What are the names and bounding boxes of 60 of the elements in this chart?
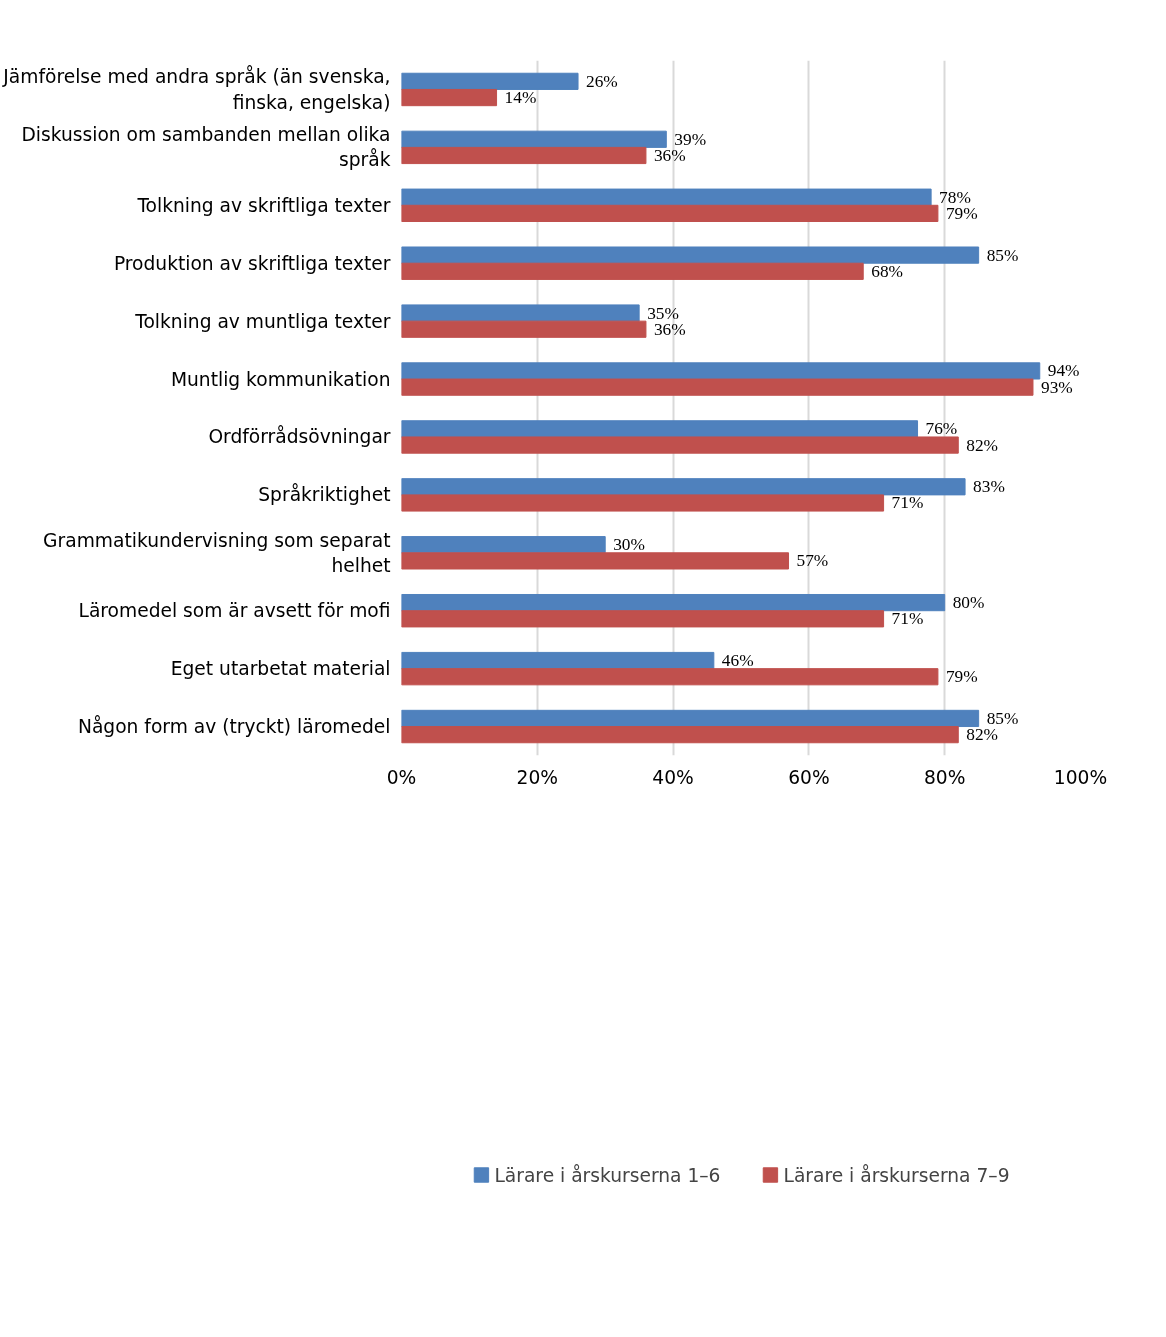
bar [401,246,980,264]
bar [401,494,885,512]
bar [401,726,959,744]
x-tick-label: 0% [386,766,417,788]
y-tick-label: Läromedel som är avsett för mofi [78,600,391,622]
data-label: 82% [966,435,999,455]
bar [401,610,885,628]
legend-label: Lärare i årskurserna 1–6 [494,1164,721,1186]
data-label: 46% [721,651,754,671]
y-tick-label: Jämförelse med andra språk (än svenska, finska, engelska) [2,65,391,113]
data-label: 76% [925,419,958,439]
bar [401,262,864,280]
bar [401,304,640,322]
bar [401,378,1034,396]
legend-label: Lärare i årskurserna 7–9 [783,1164,1010,1186]
y-tick-label: Eget utarbetat material [170,658,391,680]
bar [401,188,932,206]
bar [401,651,715,670]
bar [401,436,959,454]
bar [401,72,579,90]
x-tick-label: 20% [516,766,559,788]
bar [401,593,946,612]
data-label: 14% [504,88,537,108]
data-label: 80% [952,593,985,613]
data-label: 71% [891,609,924,629]
bar [401,88,498,107]
data-label: 85% [986,708,1019,728]
y-tick-label: Någon form av (tryckt) läromedel [77,715,391,738]
data-label: 83% [973,477,1005,497]
bar [401,668,939,686]
data-label: 30% [613,535,645,555]
y-tick-label: Diskussion om sambanden mellan olika språk [21,124,391,171]
bar [401,536,606,554]
bar [401,204,939,223]
bar [401,146,647,165]
y-tick-label: Produktion av skriftliga texter [113,252,391,274]
bar [401,130,667,148]
x-tick-label: 40% [652,766,694,788]
data-label: 26% [586,71,618,91]
y-tick-label: Tolkning av muntliga texter [134,310,391,332]
bar [401,552,790,570]
x-tick-label: 80% [923,766,966,788]
data-label: 71% [891,493,924,513]
x-tick-label: 60% [788,766,830,788]
data-label: 79% [945,667,978,687]
bar [401,709,980,728]
x-tick-label: 100% [1053,766,1108,788]
bar [401,320,647,338]
y-tick-label: Grammatikundervisning som separat helhet [43,529,391,576]
data-label: 85% [986,245,1019,265]
y-tick-label: Tolkning av skriftliga texter [136,194,391,216]
y-tick-label: Språkriktighet [258,483,391,506]
y-tick-label: Muntlig kommunikation [170,368,391,390]
data-label: 68% [871,261,903,281]
bar [401,420,919,438]
bar [401,362,1041,380]
y-tick-label: Ordförrådsövningar [208,425,391,448]
data-label: 57% [796,551,829,571]
bar [401,478,966,496]
data-label: 82% [966,725,999,745]
